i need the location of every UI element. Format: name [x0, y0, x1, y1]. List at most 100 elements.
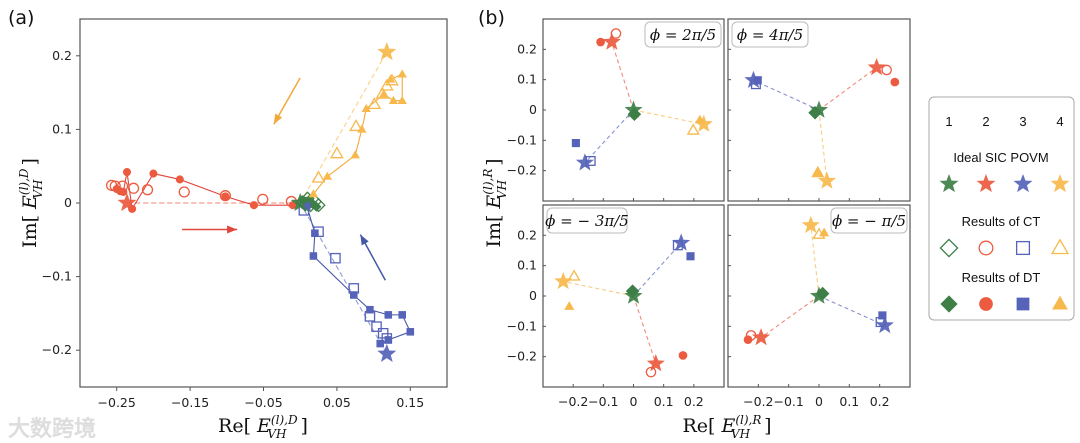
- panel-a-label: (a): [8, 7, 34, 29]
- legend-square-3-icon: [1015, 240, 1031, 256]
- x-axis-label-part: (l),R: [735, 413, 761, 427]
- y-tick-label: 0: [64, 195, 72, 210]
- x-tick-label: 0.2: [684, 394, 704, 409]
- x-tick-label: 0.1: [654, 394, 674, 409]
- dt-point-4: [308, 189, 319, 198]
- dt-point-3: [311, 229, 319, 237]
- ideal-dashed-line: [563, 280, 634, 297]
- legend-star-1-icon: [939, 174, 959, 193]
- x-tick-label: −0.15: [171, 395, 209, 410]
- arrowhead-icon: [227, 225, 238, 234]
- legend-row-title: Ideal SIC POVM: [953, 150, 1048, 165]
- y-axis-label-part: E: [19, 195, 41, 210]
- dt-point-3: [384, 336, 393, 344]
- ideal-dashed-line: [810, 225, 820, 297]
- ct-point-1: [625, 284, 640, 298]
- y-axis-label-part: Im[: [483, 209, 505, 248]
- x-axis-label-part: E: [720, 415, 735, 437]
- dt-point-2: [175, 175, 184, 184]
- dt-point-3: [406, 328, 415, 336]
- dt-point-3: [366, 305, 374, 314]
- ct-point-2: [257, 193, 269, 205]
- ideal-star-4: [554, 271, 573, 290]
- legend-star-2-icon: [976, 174, 996, 193]
- legend-number: 3: [1019, 114, 1026, 129]
- y-axis-label: Im[ E(l),RVH ]: [481, 158, 509, 247]
- x-tick-label: 0.1: [839, 394, 859, 409]
- dt-point-4: [388, 95, 399, 104]
- legend-star-4-icon: [1050, 174, 1070, 193]
- legend-star-3-icon: [1013, 174, 1033, 193]
- ideal-star-1: [810, 100, 828, 118]
- y-tick-label: 0.1: [52, 121, 72, 136]
- ct-point-1: [627, 107, 642, 122]
- ct-point-1: [815, 286, 830, 301]
- dt-trajectory-line: [306, 205, 412, 345]
- ct-point-2: [141, 184, 154, 196]
- dt-point-3: [571, 139, 580, 148]
- dt-point-3: [398, 311, 406, 319]
- dt-point-2: [596, 37, 605, 47]
- subplot-2: ϕ = 4π/5: [727, 18, 911, 202]
- ct-point-3: [750, 79, 761, 90]
- x-tick-label: 0: [815, 394, 823, 409]
- ct-point-4: [311, 170, 326, 183]
- legend-circle-2-icon: [978, 240, 994, 256]
- panel-b-label: (b): [478, 7, 505, 29]
- y-axis-label-part: VH: [495, 179, 509, 199]
- dt-point-3: [384, 311, 393, 319]
- y-tick-label: 0: [529, 288, 537, 303]
- dt-point-2: [149, 169, 158, 178]
- x-tick-label: 0: [630, 394, 638, 409]
- legend: 1 2 3 4 Ideal SIC POVM Results of CT Results o…: [928, 96, 1075, 321]
- x-axis-label-part: VH: [267, 427, 287, 441]
- y-axis-label-part: (l),D: [17, 168, 31, 195]
- dt-trajectory-line: [312, 73, 403, 195]
- y-axis-label: Im[ E(l),DVH ]: [17, 158, 45, 248]
- y-axis-label-part: (l),R: [481, 169, 495, 195]
- ideal-dashed-line: [633, 242, 682, 297]
- phi-label-box: [546, 207, 628, 234]
- legend-box: [928, 96, 1075, 321]
- x-axis-label-part: ]: [758, 415, 771, 437]
- ct-point-4: [686, 123, 700, 135]
- dt-point-4: [397, 69, 407, 78]
- x-tick-label: −0.25: [98, 395, 136, 410]
- x-axis-label: Re[ E(l),D VH ]: [218, 413, 308, 441]
- ideal-star-1: [290, 193, 310, 212]
- ct-point-2: [881, 64, 892, 76]
- legend-square-3-icon: [1016, 297, 1030, 311]
- dt-point-3: [878, 311, 887, 320]
- ct-point-2: [127, 182, 140, 194]
- ct-point-2: [178, 186, 190, 198]
- phi-label: ϕ = 4π/5: [737, 26, 803, 44]
- ct-point-4: [811, 165, 825, 178]
- ideal-dashed-line: [584, 109, 634, 164]
- panel-a: −0.25 −0.15 −0.05 0.05 0.15 0.2 0.1 0 −0.1 −0.2 Re…: [17, 18, 448, 441]
- x-tick-label: −0.2: [743, 394, 773, 409]
- y-tick-label: 0: [529, 102, 537, 117]
- x-axis-label-part: Re[: [682, 415, 721, 437]
- legend-diamond-1-icon: [939, 238, 959, 258]
- ct-point-4: [812, 227, 826, 239]
- legend-diamond-1-icon: [940, 295, 958, 313]
- ct-point-2: [745, 330, 757, 341]
- ct-point-3: [875, 317, 886, 328]
- ideal-dashed-line: [818, 109, 828, 182]
- legend-number: 1: [945, 114, 952, 129]
- ideal-dashed-line: [818, 295, 886, 326]
- dt-point-2: [119, 187, 128, 196]
- ideal-star-2: [867, 58, 886, 76]
- subplot-3: −0.2 −0.1 0 0.1 0.20.20.10−0.1−0.2ϕ = − 3π/5: [507, 204, 725, 409]
- ideal-star-3: [672, 233, 691, 251]
- x-tick-label: 0.05: [323, 395, 351, 410]
- legend-row-title: Results of CT: [962, 214, 1041, 229]
- subplot-4: −0.2 −0.1 0 0.1 0.2 ϕ = − π/5: [727, 204, 911, 409]
- y-tick-label: −0.2: [507, 163, 537, 178]
- ideal-star-2: [602, 32, 621, 50]
- y-tick-label: −0.2: [507, 349, 537, 364]
- dt-point-3: [686, 252, 695, 261]
- ideal-star-3: [575, 153, 594, 171]
- x-tick-label: −0.1: [588, 394, 618, 409]
- ideal-star-4: [801, 215, 820, 233]
